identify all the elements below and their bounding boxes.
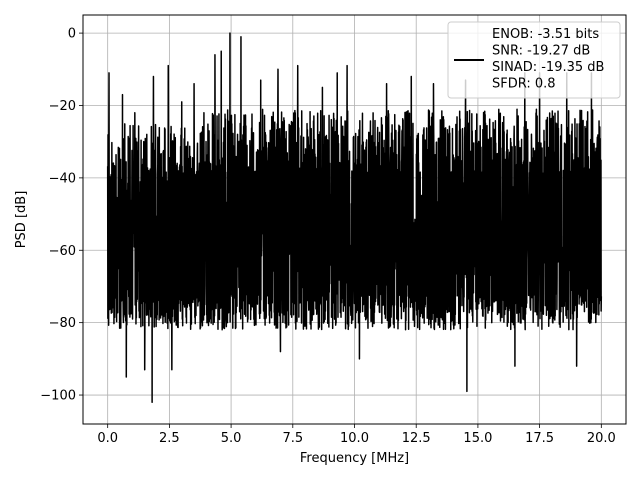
psd-series — [106, 32, 603, 404]
y-tick-label: −20 — [49, 99, 76, 114]
x-tick-label: 17.5 — [525, 431, 554, 446]
x-tick-label: 0.0 — [97, 431, 118, 446]
y-axis-label: PSD [dB] — [14, 191, 29, 249]
x-tick-label: 2.5 — [159, 431, 180, 446]
legend: ENOB: -3.51 bits SNR: -19.27 dB SINAD: -… — [447, 21, 621, 99]
x-axis-label: Frequency [MHz] — [300, 451, 409, 466]
x-tick-label: 12.5 — [402, 431, 431, 446]
psd-line — [106, 32, 603, 404]
x-tick-label: 7.5 — [282, 431, 303, 446]
legend-enob: ENOB: -3.51 bits — [492, 27, 599, 42]
legend-sinad: SINAD: -19.35 dB — [492, 60, 604, 75]
y-tick-label: 0 — [68, 27, 76, 42]
x-tick-label: 15.0 — [463, 431, 492, 446]
y-tick-label: −80 — [49, 316, 76, 331]
y-tick-label: −60 — [49, 244, 76, 259]
x-tick-label: 5.0 — [221, 431, 242, 446]
y-axis: 0 −20 −40 −60 −80 −100 — [40, 27, 83, 404]
x-tick-label: 10.0 — [340, 431, 369, 446]
x-axis: 0.0 2.5 5.0 7.5 10.0 12.5 15.0 17.5 20.0 — [97, 424, 616, 446]
y-tick-label: −40 — [49, 171, 76, 186]
x-tick-label: 20.0 — [587, 431, 616, 446]
y-tick-label: −100 — [40, 389, 76, 404]
legend-box — [447, 21, 621, 99]
legend-snr: SNR: -19.27 dB — [492, 44, 590, 59]
legend-sfdr: SFDR: 0.8 — [492, 77, 556, 92]
